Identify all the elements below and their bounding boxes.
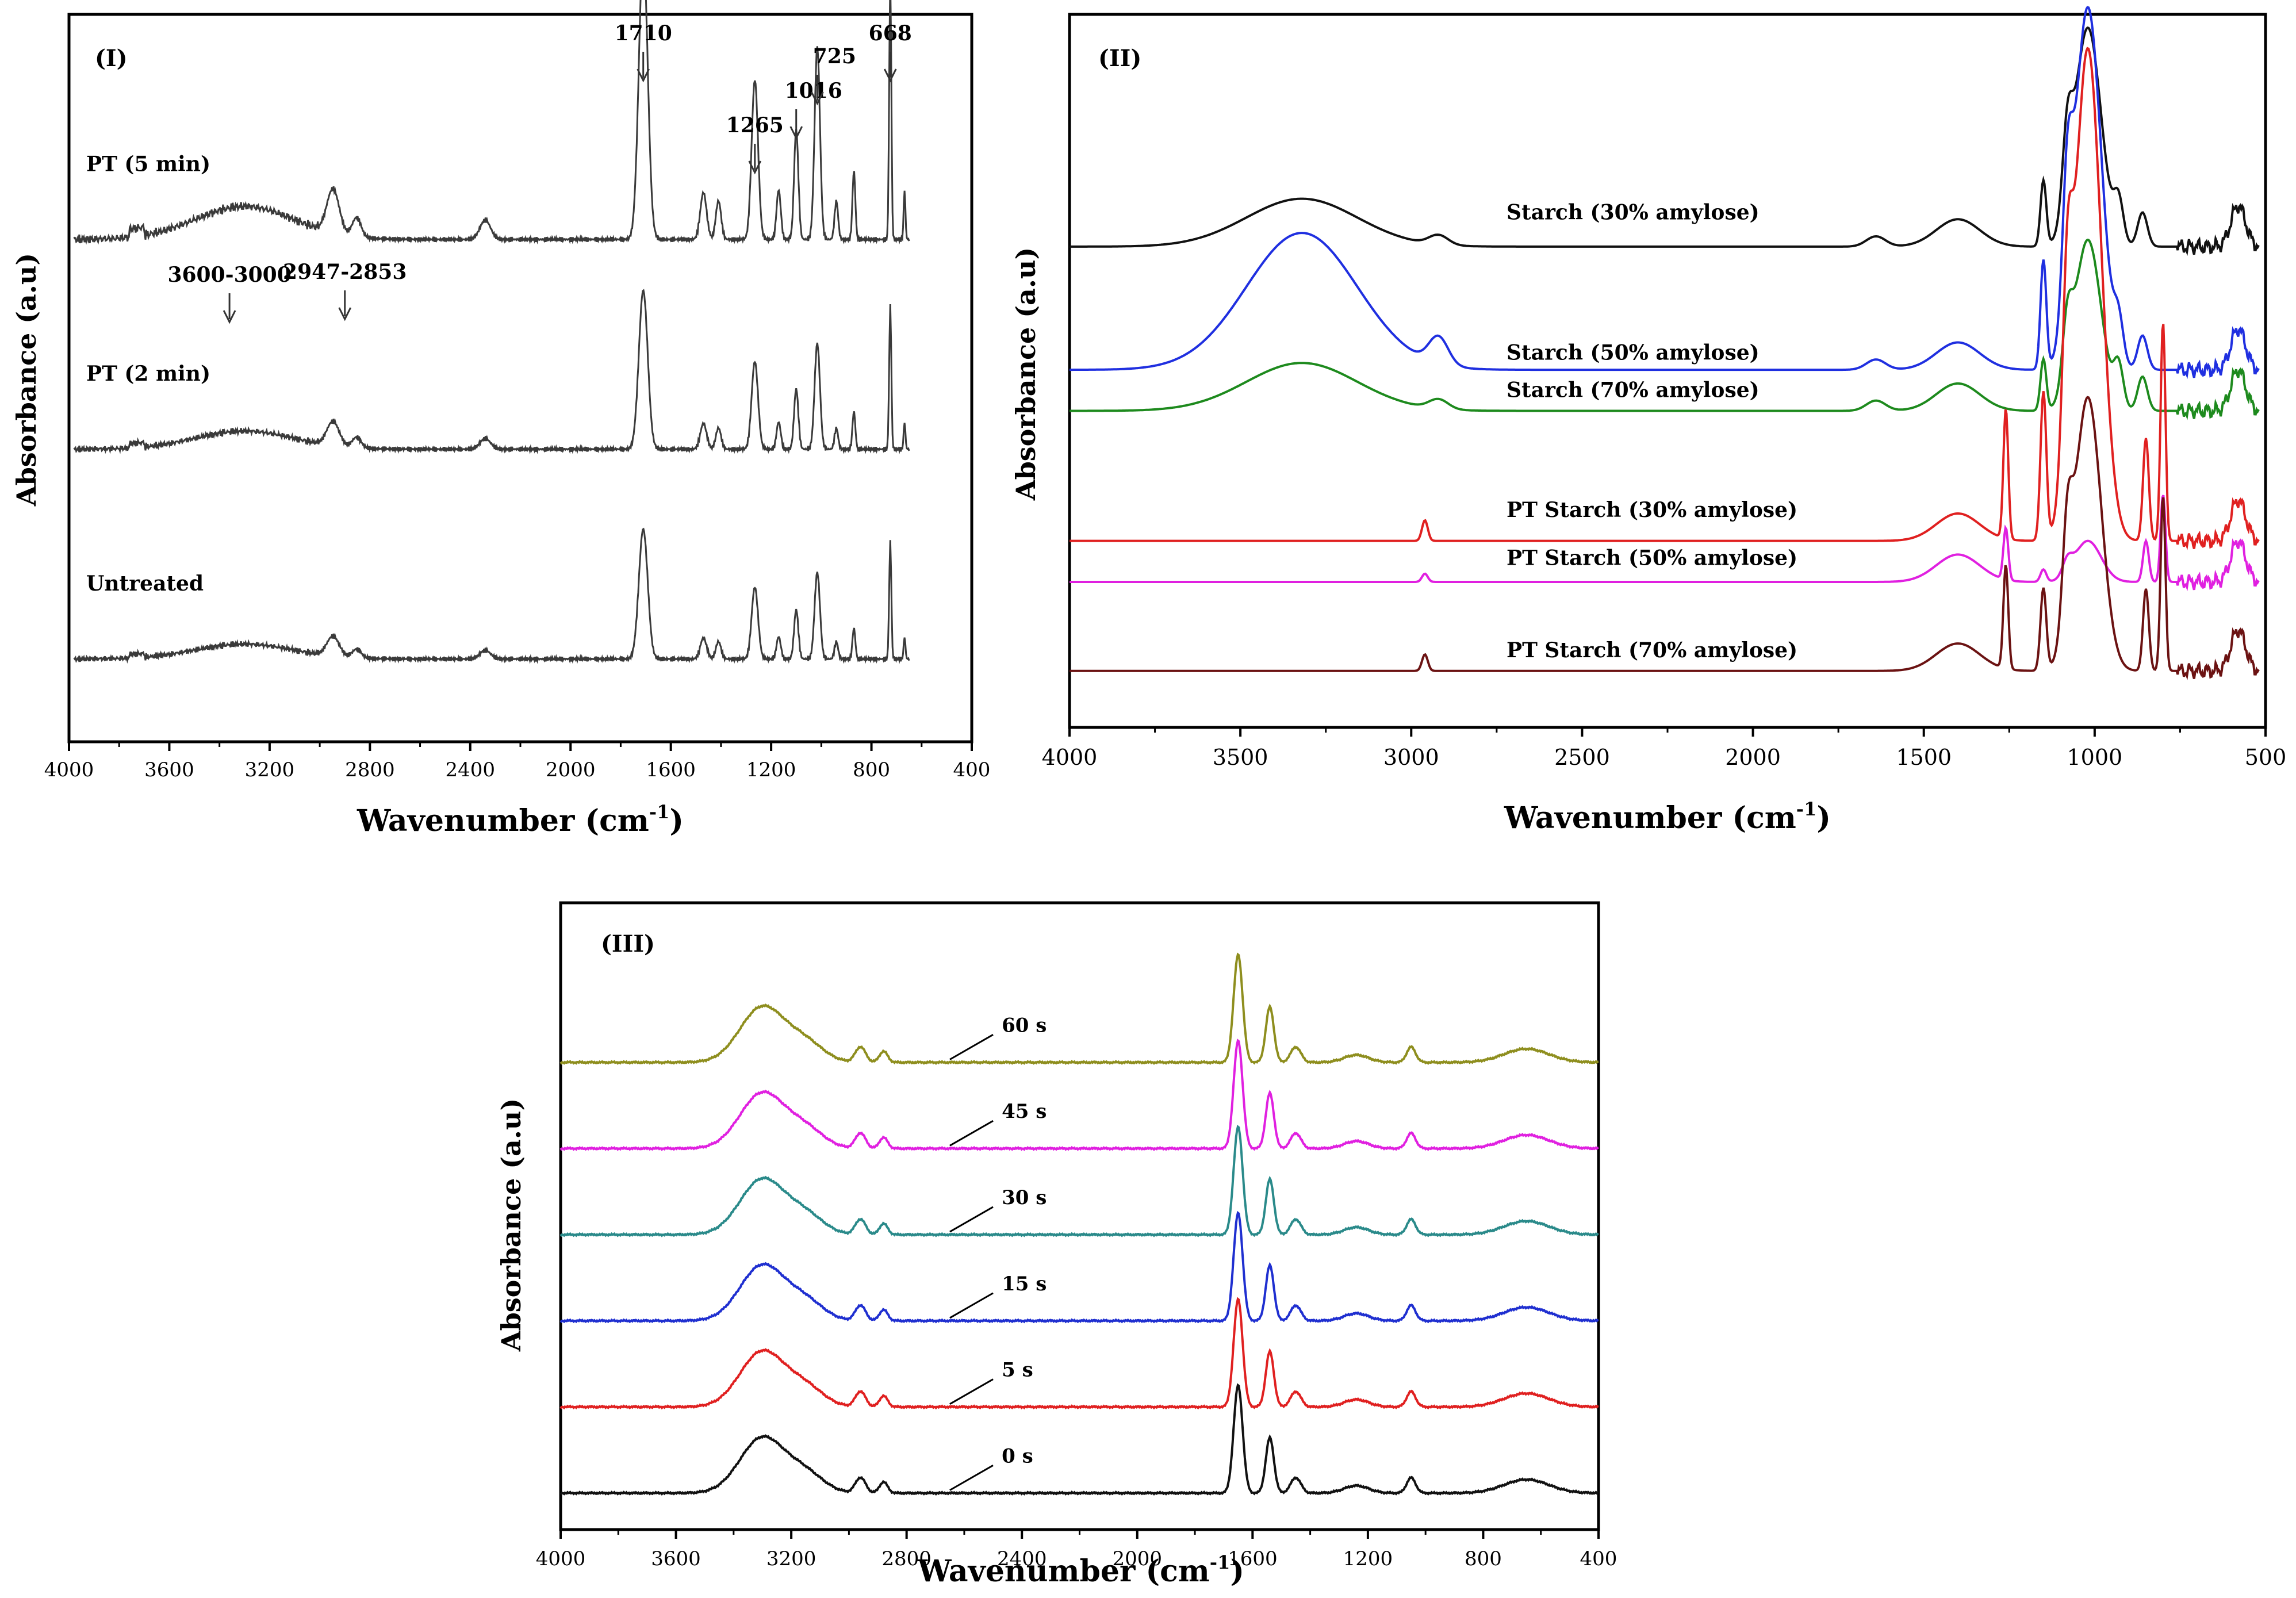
x-tick-label: 800 <box>1465 1547 1502 1570</box>
annotation-arrowhead <box>637 68 650 83</box>
series-line-starch-50-amylose <box>1070 6 2260 380</box>
panel-2-chart: (II) 4000 3500 3000 2500 2000 1500 1000 500 Sta… <box>1010 6 2287 836</box>
peak-annotation-725: 725 <box>813 44 856 68</box>
panel-3-chart: (III) 4000 3600 3200 2800 2400 2000 1600 1200 80… <box>496 901 1617 1589</box>
series-label-pointer <box>949 1120 994 1147</box>
series-label-30-s: 30 s <box>1002 1186 1047 1209</box>
series-line-45-s <box>559 1038 1599 1151</box>
x-tick-label: 2800 <box>881 1547 932 1570</box>
x-tick-label: 3600 <box>144 758 194 781</box>
panel-2-x-axis: 4000 3500 3000 2500 2000 1500 1000 500 <box>1042 727 2287 770</box>
series-label-pt-starch-70-amylose: PT Starch (70% amylose) <box>1507 638 1797 662</box>
series-line-0-s <box>559 1383 1599 1496</box>
series-label-pointer <box>949 1034 994 1060</box>
series-line-15-s <box>559 1210 1599 1324</box>
x-tick-label: 2000 <box>1725 745 1781 770</box>
panel-2-series-group: Starch (30% amylose) Starch (50% amylose)… <box>1070 6 2260 680</box>
annotation-arrowhead <box>748 160 762 175</box>
x-tick-label: 3200 <box>766 1547 817 1570</box>
panel-3-x-axis-label: Wavenumber (cm-1) <box>917 1551 1244 1589</box>
x-tick-label: 1600 <box>646 758 696 781</box>
x-tick-label: 1500 <box>1896 745 1952 770</box>
x-tick-label: 3500 <box>1213 745 1268 770</box>
series-label-pt-starch-30-amylose: PT Starch (30% amylose) <box>1507 498 1797 522</box>
x-tick-label: 1000 <box>2067 745 2122 770</box>
panel-1-x-axis: 4000 3600 3200 2800 2400 2000 1600 1200 800 400 <box>44 742 991 781</box>
peak-annotation-2947-2853: 2947-2853 <box>283 260 407 284</box>
series-label-starch-50-amylose: Starch (50% amylose) <box>1507 340 1760 365</box>
x-tick-label: 3200 <box>245 758 295 781</box>
annotation-arrowhead <box>811 91 824 106</box>
series-label-pointer <box>949 1292 994 1319</box>
x-tick-label: 2800 <box>345 758 395 781</box>
series-line-60-s <box>559 952 1599 1066</box>
x-tick-label: 1200 <box>746 758 796 781</box>
peak-annotation-668: 668 <box>869 21 912 45</box>
x-tick-label: 2400 <box>997 1547 1047 1570</box>
panel-1-x-axis-label: Wavenumber (cm-1) <box>357 801 684 838</box>
x-tick-label: 3600 <box>651 1547 701 1570</box>
x-tick-label: 2500 <box>1554 745 1610 770</box>
series-line-pt-2-min <box>73 289 910 454</box>
series-label-pointer <box>949 1465 994 1491</box>
peak-annotation-1710: 1710 <box>615 21 672 45</box>
series-label-45-s: 45 s <box>1002 1100 1047 1123</box>
x-tick-label: 800 <box>853 758 890 781</box>
series-label-pt-2-min: PT (2 min) <box>86 362 210 386</box>
panel-3-frame <box>559 901 1600 1531</box>
series-label-starch-70-amylose: Starch (70% amylose) <box>1507 378 1760 403</box>
series-label-60-s: 60 s <box>1002 1014 1047 1037</box>
series-label-pt-starch-50-amylose: PT Starch (50% amylose) <box>1507 546 1797 570</box>
panel-1-label: (I) <box>95 45 128 72</box>
annotation-arrowhead <box>883 68 897 83</box>
annotation-arrowhead <box>338 307 352 321</box>
series-label-pt-5-min: PT (5 min) <box>86 152 210 176</box>
series-label-5-s: 5 s <box>1002 1359 1033 1382</box>
series-label-pointer <box>949 1206 994 1233</box>
panel-1-y-axis-label: Absorbance (a.u) <box>11 253 42 507</box>
series-label-pointer <box>949 1378 994 1405</box>
series-line-pt-starch-30-amylose <box>1070 47 2260 550</box>
panel-2-x-axis-label: Wavenumber (cm-1) <box>1504 798 1831 836</box>
x-tick-label: 400 <box>953 758 991 781</box>
peak-annotation-1016: 1016 <box>785 79 842 103</box>
x-tick-label: 2000 <box>546 758 596 781</box>
panel-2-y-axis-label: Absorbance (a.u) <box>1010 247 1041 501</box>
panel-3-x-axis: 4000 3600 3200 2800 2400 2000 1600 1200 800 400 <box>536 1530 1617 1570</box>
peak-annotation-3600-3000: 3600-3000 <box>167 263 291 287</box>
x-tick-label: 2400 <box>446 758 496 781</box>
peak-annotation-1265: 1265 <box>726 113 784 137</box>
panel-3-label: (III) <box>601 930 655 957</box>
x-tick-label: 3000 <box>1383 745 1439 770</box>
series-label-untreated: Untreated <box>86 572 204 596</box>
panel-2-label: (II) <box>1098 45 1141 72</box>
panel-3-series-group: 60 s 45 s 30 s 15 s 5 s 0 s <box>559 952 1599 1496</box>
panel-1-chart: (I) 4000 3600 3200 2800 2400 2000 1600 1200 800 4… <box>11 0 990 838</box>
x-tick-label: 1200 <box>1343 1547 1393 1570</box>
x-tick-label: 4000 <box>1042 745 1098 770</box>
x-tick-label: 500 <box>2245 745 2287 770</box>
series-line-pt-starch-50-amylose <box>1070 495 2260 592</box>
x-tick-label: 1600 <box>1228 1547 1278 1570</box>
annotation-arrowhead <box>789 126 803 140</box>
panel-1-series-group: PT (5 min) PT (2 min) Untreated <box>73 0 910 664</box>
series-line-pt-starch-70-amylose <box>1070 396 2260 680</box>
series-line-pt-5-min <box>73 0 910 245</box>
series-line-30-s <box>559 1124 1599 1237</box>
series-label-0-s: 0 s <box>1002 1444 1033 1467</box>
series-label-15-s: 15 s <box>1002 1273 1047 1296</box>
x-tick-label: 400 <box>1580 1547 1617 1570</box>
x-tick-label: 4000 <box>536 1547 586 1570</box>
x-tick-label: 4000 <box>44 758 94 781</box>
annotation-arrowhead <box>223 310 236 324</box>
series-line-starch-70-amylose <box>1070 238 2260 420</box>
x-tick-label: 2000 <box>1113 1547 1163 1570</box>
series-line-starch-30-amylose <box>1070 26 2260 256</box>
series-label-starch-30-amylose: Starch (30% amylose) <box>1507 200 1760 224</box>
series-line-5-s <box>559 1297 1599 1410</box>
panel-3-y-axis-label: Absorbance (a.u) <box>496 1098 527 1352</box>
series-line-untreated <box>73 527 910 664</box>
